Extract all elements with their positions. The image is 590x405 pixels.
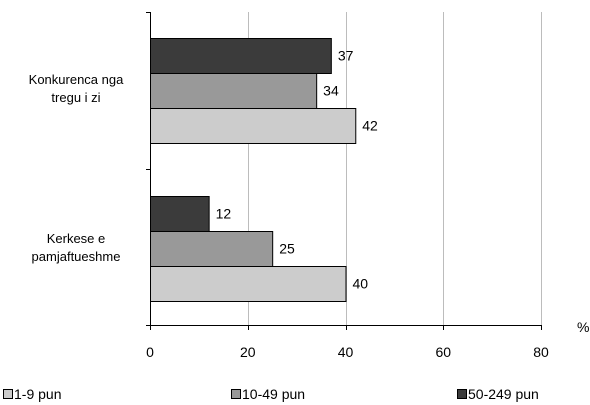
x-tick-label-20: 20 — [240, 344, 256, 360]
data-labels-layer: 37 34 42 12 25 40 — [216, 48, 378, 292]
category-label-1: Konkurenca nga tregu i zi — [29, 72, 124, 105]
tick-labels-layer: 0 20 40 60 80 — [146, 344, 549, 360]
data-label-2-2: 25 — [279, 241, 295, 257]
data-label-1-1: 37 — [338, 48, 354, 64]
bar-2-10-49-pun — [150, 231, 274, 267]
bar-2-1-9-pun — [150, 266, 347, 302]
data-label-2-3: 40 — [353, 276, 369, 292]
legend-swatch-10-49-pun — [231, 389, 241, 399]
data-label-1-2: 34 — [323, 83, 339, 99]
bar-1-50-249-pun — [150, 38, 332, 74]
data-label-2-1: 12 — [216, 206, 232, 222]
bar-1-1-9-pun — [150, 108, 357, 144]
legend-swatch-50-249-pun — [457, 389, 467, 399]
legend-label-10-49-pun: 10-49 pun — [242, 386, 305, 402]
legend-label-50-249-pun: 50-249 pun — [468, 386, 539, 402]
x-tick-label-80: 80 — [533, 344, 549, 360]
x-axis-unit-label: % — [577, 319, 589, 335]
legend: 1-9 pun 10-49 pun 50-249 pun — [3, 386, 539, 402]
bar-2-50-249-pun — [150, 196, 210, 232]
data-label-1-3: 42 — [362, 118, 378, 134]
category-labels-layer: Konkurenca nga tregu i zi Kerkese e pamjaft… — [29, 72, 124, 264]
bar-1-10-49-pun — [150, 73, 318, 109]
bars-layer — [150, 38, 357, 302]
x-tick-label-0: 0 — [146, 344, 154, 360]
legend-label-1-9-pun: 1-9 pun — [14, 386, 61, 402]
x-tick-label-40: 40 — [338, 344, 354, 360]
legend-swatch-1-9-pun — [3, 389, 13, 399]
x-tick-label-60: 60 — [435, 344, 451, 360]
category-label-2: Kerkese e pamjaftueshme — [32, 231, 121, 264]
